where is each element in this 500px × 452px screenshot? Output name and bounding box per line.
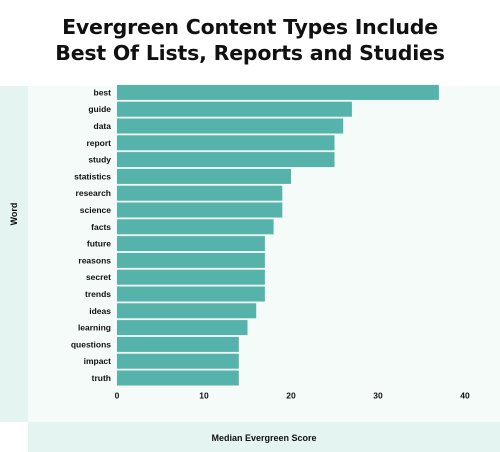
bar-best xyxy=(117,84,439,100)
category-label-facts: facts xyxy=(91,222,111,232)
category-label-guide: guide xyxy=(88,104,111,114)
x-tick-label-30: 30 xyxy=(373,390,383,400)
y-axis-label-panel xyxy=(0,86,28,422)
bar-report xyxy=(117,135,335,151)
bar-study xyxy=(117,152,335,168)
x-axis-label: Median Evergreen Score xyxy=(211,433,317,443)
category-label-research: research xyxy=(76,188,111,198)
chart-title: Evergreen Content Types Include Best Of … xyxy=(55,15,445,65)
category-label-learning: learning xyxy=(78,323,111,333)
x-tick-labels: 0 10 20 30 40 xyxy=(115,390,470,400)
bar-questions xyxy=(117,336,239,352)
category-label-secret: secret xyxy=(86,272,111,282)
bar-science xyxy=(117,202,283,218)
bar-trends xyxy=(117,286,265,302)
bar-facts xyxy=(117,219,274,235)
bar-reasons xyxy=(117,252,265,268)
bar-statistics xyxy=(117,168,291,184)
x-tick-label-40: 40 xyxy=(460,390,470,400)
category-label-study: study xyxy=(88,155,111,165)
category-label-data: data xyxy=(94,121,112,131)
x-tick-label-20: 20 xyxy=(286,390,296,400)
bar-truth xyxy=(117,370,239,386)
category-label-future: future xyxy=(87,239,111,249)
category-label-questions: questions xyxy=(71,339,111,349)
category-label-statistics: statistics xyxy=(74,171,111,181)
category-label-ideas: ideas xyxy=(89,306,111,316)
bars xyxy=(117,84,439,386)
bar-research xyxy=(117,185,283,201)
x-tick-label-10: 10 xyxy=(199,390,209,400)
bar-ideas xyxy=(117,303,257,319)
bar-future xyxy=(117,236,265,252)
category-label-report: report xyxy=(86,138,111,148)
bar-learning xyxy=(117,320,248,336)
x-axis-label-panel xyxy=(28,422,500,452)
x-tick-label-0: 0 xyxy=(115,390,120,400)
category-label-reasons: reasons xyxy=(78,255,111,265)
category-label-science: science xyxy=(80,205,111,215)
category-label-truth: truth xyxy=(92,373,111,383)
bar-guide xyxy=(117,101,352,117)
bar-data xyxy=(117,118,344,134)
category-label-best: best xyxy=(94,87,112,97)
category-label-impact: impact xyxy=(84,356,112,366)
category-label-trends: trends xyxy=(85,289,111,299)
category-labels: best guide data report study statistics resear… xyxy=(71,87,111,383)
bar-impact xyxy=(117,353,239,369)
bar-secret xyxy=(117,269,265,285)
title-area: Evergreen Content Types Include Best Of … xyxy=(0,0,500,86)
